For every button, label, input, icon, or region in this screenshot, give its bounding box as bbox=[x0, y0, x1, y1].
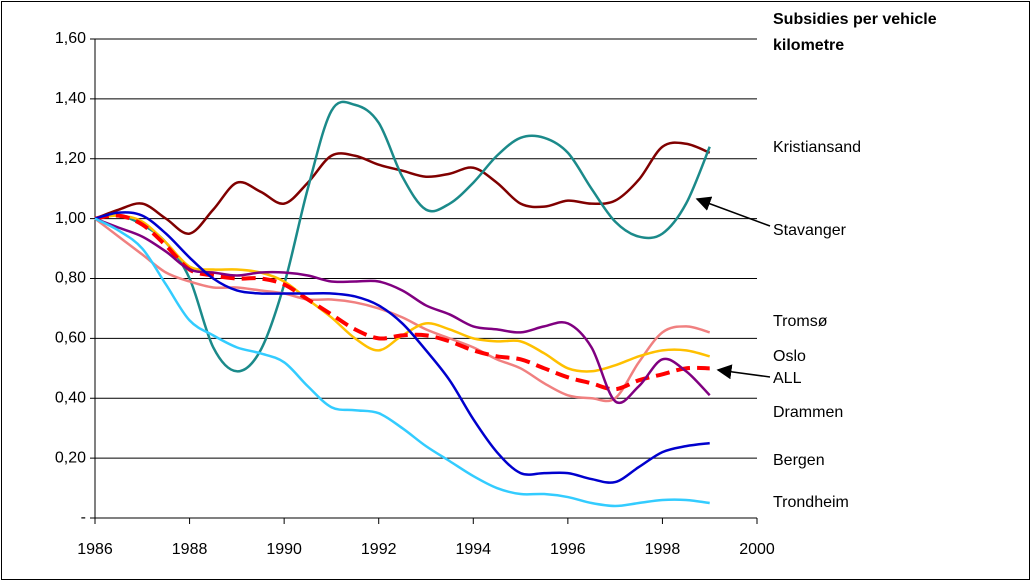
x-tick-label: 1998 bbox=[645, 541, 681, 558]
chart-title: Subsidies per vehicle kilometre bbox=[773, 11, 937, 54]
y-tick-label: 1,00 bbox=[55, 210, 86, 227]
legend-label: Stavanger bbox=[773, 222, 847, 239]
y-tick-label: 0,60 bbox=[55, 330, 86, 347]
x-tick-label: 1994 bbox=[455, 541, 491, 558]
x-tick-label: 1986 bbox=[77, 541, 113, 558]
y-tick-label: 0,40 bbox=[55, 389, 86, 406]
series-line bbox=[94, 217, 710, 508]
series-line bbox=[94, 217, 711, 403]
legend-label: Kristiansand bbox=[773, 139, 861, 156]
x-tick-label: 2000 bbox=[739, 541, 775, 558]
series-line bbox=[94, 214, 711, 373]
x-tick-label: 1996 bbox=[550, 541, 586, 558]
x-tick-label: 1992 bbox=[361, 541, 397, 558]
y-tick-label: 0,20 bbox=[55, 449, 86, 466]
y-tick-label: 1,60 bbox=[55, 30, 86, 47]
arrow bbox=[716, 364, 771, 380]
legend-label: Trondheim bbox=[773, 494, 849, 511]
series-line bbox=[94, 217, 711, 404]
series-line bbox=[94, 100, 711, 373]
series-line bbox=[94, 141, 711, 235]
legend-label: Bergen bbox=[773, 452, 825, 469]
x-tick-label: 1990 bbox=[266, 541, 302, 558]
legend-label: Oslo bbox=[773, 348, 806, 365]
y-tick-label: 0,80 bbox=[55, 270, 86, 287]
legend-label: ALL bbox=[773, 370, 802, 387]
y-tick-label: - bbox=[81, 509, 86, 526]
arrow bbox=[695, 196, 771, 227]
y-tick-label: 1,20 bbox=[55, 150, 86, 167]
series-line bbox=[94, 211, 710, 484]
y-tick-label: 1,40 bbox=[55, 90, 86, 107]
legend-label: Tromsø bbox=[773, 313, 828, 330]
x-tick-label: 1988 bbox=[172, 541, 208, 558]
legend-label: Drammen bbox=[773, 404, 843, 421]
